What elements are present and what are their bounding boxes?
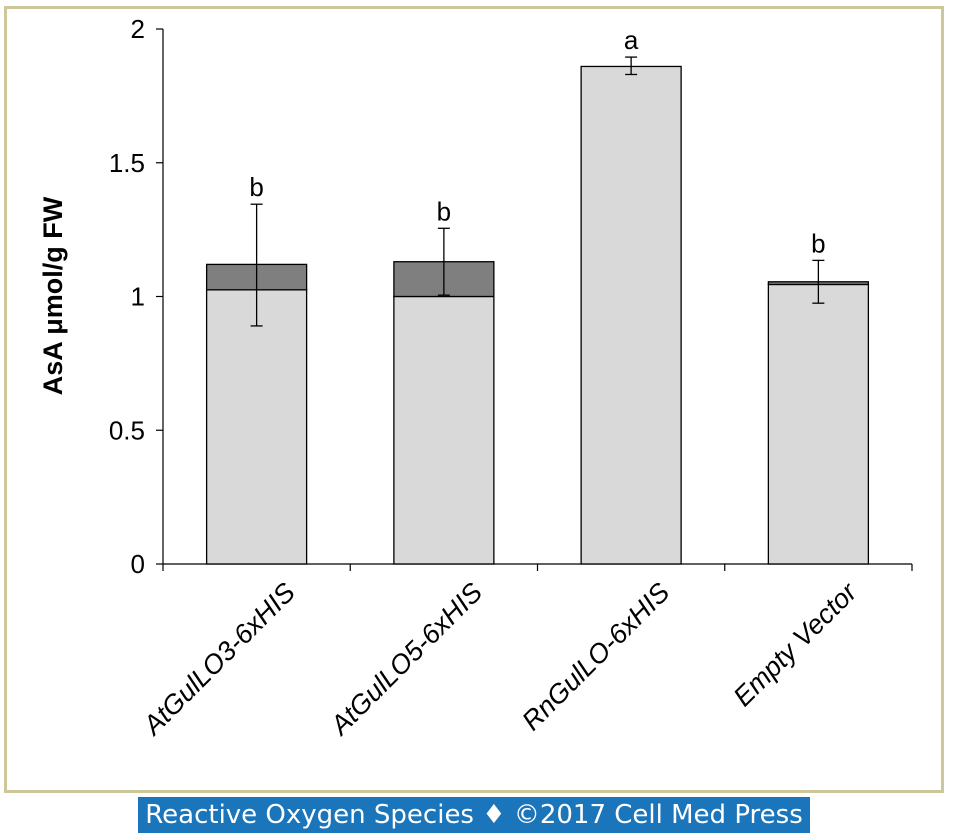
category-label: AtGulLO3-6xHIS — [136, 577, 301, 742]
y-tick-label: 2 — [131, 14, 145, 44]
bar-chart: 0 0.5 1 1.5 2 b AtGulLO3-6xHIS b AtGulLO5-6xHIS a… — [38, 14, 913, 742]
y-tick-label: 0.5 — [109, 415, 145, 445]
y-tick-label: 1.5 — [109, 148, 145, 178]
significance-label: b — [811, 228, 825, 258]
journal-footer: Reactive Oxygen Species ♦ ©2017 Cell Med… — [138, 797, 810, 833]
category-label: AtGulLO5-6xHIS — [323, 577, 488, 742]
bar-lower — [580, 65, 682, 565]
y-axis-label: AsA μmol/g FW — [38, 196, 68, 395]
y-tick-label: 1 — [131, 282, 145, 312]
significance-label: b — [249, 172, 263, 202]
significance-label: a — [624, 25, 639, 55]
bar-lower — [205, 289, 308, 565]
bar-lower — [767, 283, 870, 565]
bar-lower — [393, 295, 495, 565]
category-label: RnGulLO-6xHIS — [516, 577, 675, 736]
category-label: Empty Vector — [728, 576, 864, 712]
significance-label: b — [437, 196, 451, 226]
y-tick-label: 0 — [131, 549, 145, 579]
